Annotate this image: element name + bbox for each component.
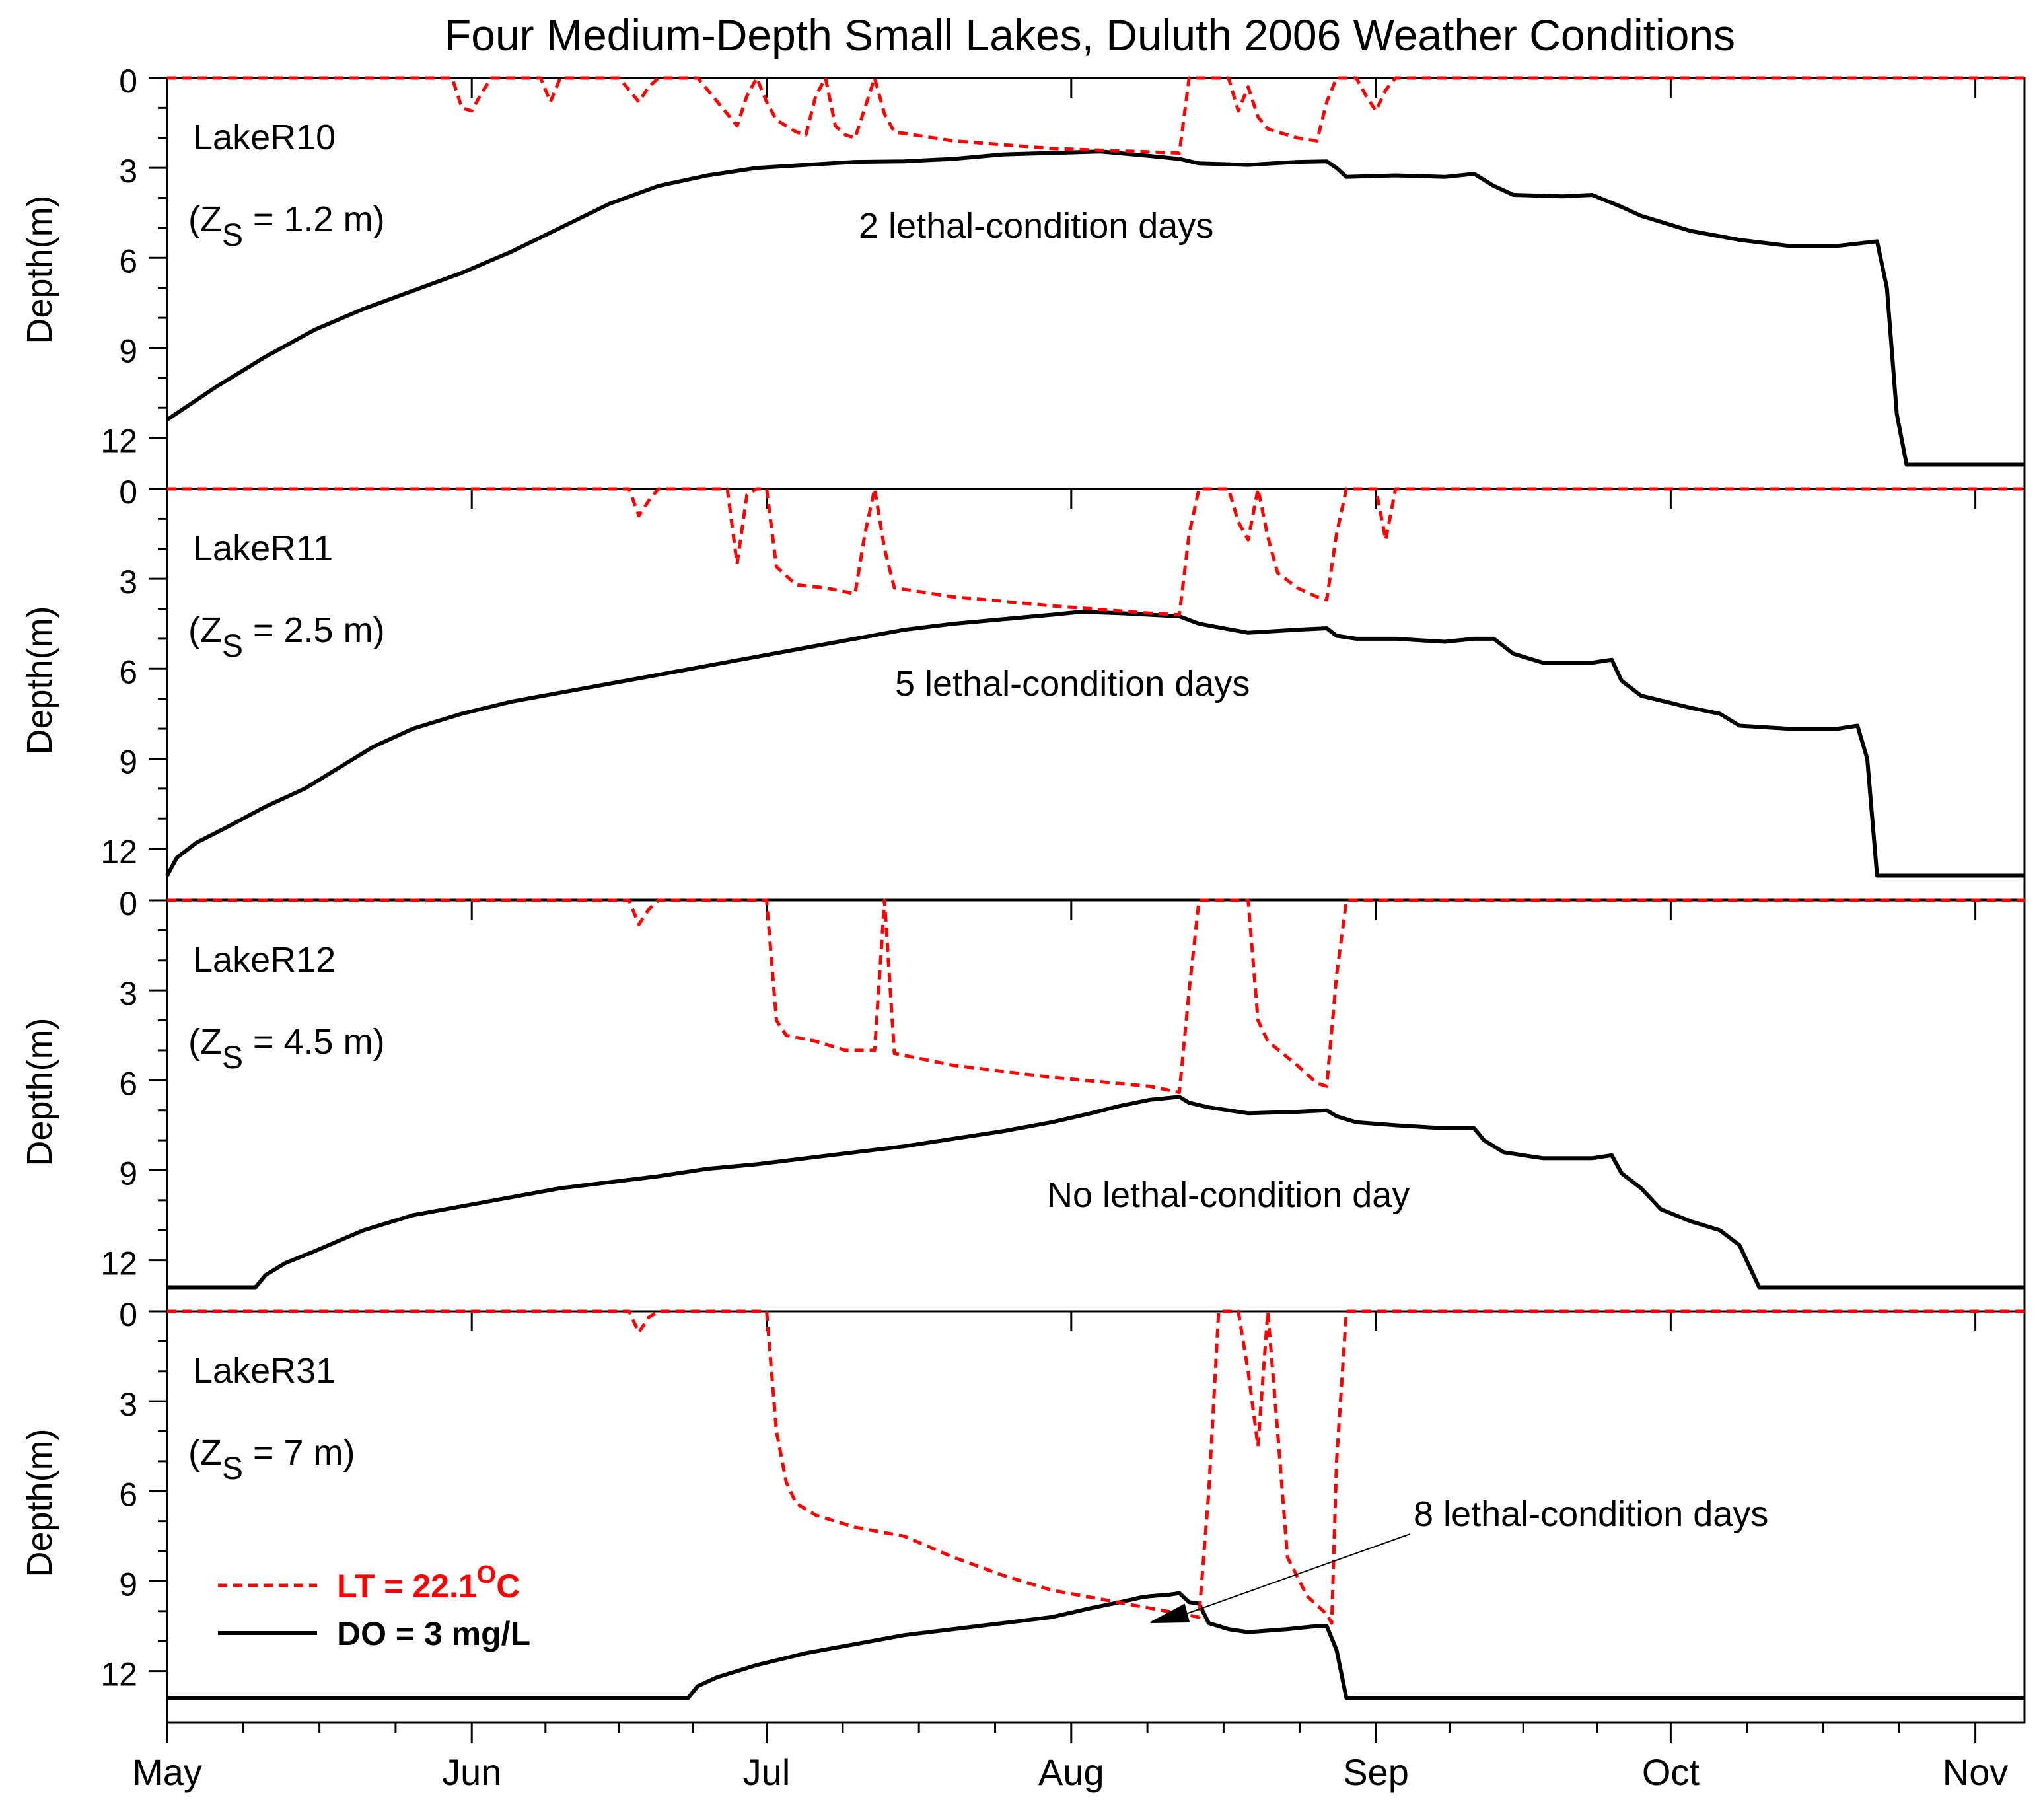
zs-label-laker12: (ZS = 4.5 m) [188, 1022, 385, 1075]
y-tick-label: 12 [100, 423, 137, 460]
lake-name-laker11: LakeR11 [193, 528, 333, 568]
panel-frame-laker31 [166, 1310, 2026, 1724]
x-tick-label: Jul [743, 1751, 791, 1793]
chart-title: Four Medium-Depth Small Lakes, Duluth 20… [445, 11, 1735, 59]
annotation-laker10: 2 lethal-condition days [859, 206, 1213, 246]
panel-frame-laker12 [166, 899, 2026, 1313]
do-series-line-laker12 [167, 1095, 2025, 1290]
x-tick-label: Sep [1343, 1751, 1409, 1793]
annotation-laker12: No lethal-condition day [1047, 1175, 1410, 1215]
y-tick-label: 6 [119, 1065, 137, 1102]
x-tick-label: Jun [442, 1751, 501, 1793]
panel-frame-laker10 [166, 77, 2026, 490]
y-tick-label: 3 [119, 1386, 137, 1423]
do-series-line-laker31 [167, 1591, 2025, 1700]
zs-label-laker11: (ZS = 2.5 m) [188, 610, 385, 664]
y-axis-label: Depth(m) [20, 1017, 59, 1166]
do-series-line-laker10 [166, 149, 2025, 467]
y-tick-label: 9 [119, 1155, 137, 1192]
x-tick-label: May [132, 1751, 202, 1793]
zs-label-laker10: (ZS = 1.2 m) [188, 200, 385, 253]
do-series-line-laker11 [165, 610, 2025, 878]
legend-do-label: DO = 3 mg/L [337, 1615, 530, 1652]
lt-series-line-laker31 [167, 1309, 2025, 1625]
y-tick-label: 3 [119, 975, 137, 1012]
x-tick-label: Oct [1642, 1751, 1700, 1793]
lake-name-laker12: LakeR12 [193, 940, 336, 980]
y-tick-label: 0 [119, 63, 137, 100]
lake-name-laker10: LakeR10 [193, 118, 336, 157]
y-tick-label: 6 [119, 653, 137, 690]
annotation-arrow-line [1182, 1533, 1411, 1616]
y-tick-label: 3 [119, 564, 137, 601]
lt-series-line-laker10 [167, 76, 2025, 155]
annotation-laker31: 8 lethal-condition days [1414, 1494, 1768, 1534]
y-tick-label: 0 [119, 885, 137, 922]
y-tick-label: 12 [100, 1245, 137, 1282]
y-tick-label: 9 [119, 1566, 137, 1603]
y-tick-label: 6 [119, 242, 137, 279]
legend-lt-label: LT = 22.1OC [337, 1561, 520, 1605]
y-tick-label: 12 [100, 834, 137, 871]
y-axis-label: Depth(m) [20, 195, 59, 344]
lt-series-line-laker11 [167, 487, 2025, 617]
y-tick-label: 9 [119, 332, 137, 369]
annotation-arrowhead [1150, 1603, 1190, 1623]
y-axis-label: Depth(m) [20, 606, 59, 754]
x-tick-label: Aug [1038, 1751, 1104, 1793]
y-axis-label: Depth(m) [20, 1428, 59, 1577]
y-tick-label: 9 [119, 743, 137, 780]
y-tick-label: 3 [119, 153, 137, 190]
y-tick-label: 12 [100, 1656, 137, 1693]
zs-label-laker31: (ZS = 7 m) [188, 1433, 355, 1486]
annotation-laker11: 5 lethal-condition days [895, 664, 1250, 704]
y-tick-label: 6 [119, 1476, 137, 1513]
lake-name-laker31: LakeR31 [193, 1351, 336, 1391]
y-tick-label: 0 [119, 474, 137, 511]
lt-series-line-laker12 [167, 898, 2025, 1094]
x-tick-label: Nov [1943, 1751, 2009, 1793]
y-tick-label: 0 [119, 1296, 137, 1333]
